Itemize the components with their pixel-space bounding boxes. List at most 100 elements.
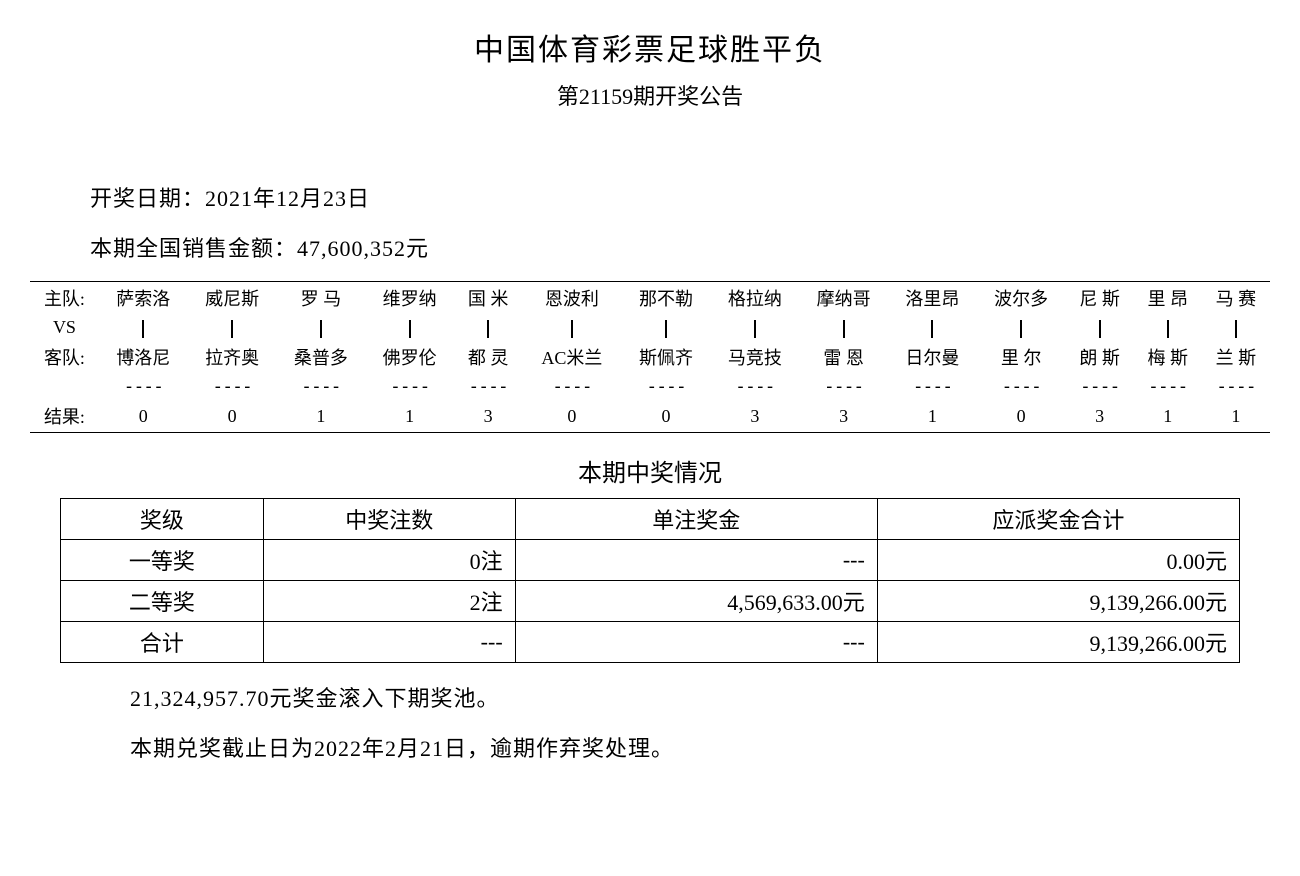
match-row: VS — [30, 314, 1270, 341]
match-cell: 波尔多 — [977, 282, 1066, 315]
match-cell: ---- — [99, 373, 188, 400]
match-cell — [888, 314, 977, 341]
match-cell: 1 — [1134, 400, 1202, 433]
match-cell — [99, 314, 188, 341]
match-cell: 恩波利 — [522, 282, 622, 315]
prize-total: 0.00元 — [877, 540, 1239, 581]
match-cell: 国 米 — [454, 282, 522, 315]
col-total: 应派奖金合计 — [877, 499, 1239, 540]
match-row: 结果:00113003310311 — [30, 400, 1270, 433]
match-cell — [522, 314, 622, 341]
prize-row: 合计------9,139,266.00元 — [61, 622, 1240, 663]
prize-section-title: 本期中奖情况 — [30, 453, 1270, 488]
match-cell: AC米兰 — [522, 341, 622, 373]
match-cell: ---- — [1066, 373, 1134, 400]
match-cell: 3 — [799, 400, 888, 433]
match-cell: 罗 马 — [276, 282, 365, 315]
match-table: 主队:萨索洛威尼斯罗 马维罗纳国 米恩波利那不勒格拉纳摩纳哥洛里昂波尔多尼 斯里… — [30, 281, 1270, 433]
document-subtitle: 第21159期开奖公告 — [30, 79, 1270, 111]
match-cell: 那不勒 — [622, 282, 711, 315]
col-count: 中奖注数 — [263, 499, 515, 540]
match-cell: ---- — [365, 373, 454, 400]
match-row: 客队:博洛尼拉齐奥桑普多佛罗伦都 灵AC米兰斯佩齐马竞技雷 恩日尔曼里 尔朗 斯… — [30, 341, 1270, 373]
match-cell: 都 灵 — [454, 341, 522, 373]
match-cell: 里 尔 — [977, 341, 1066, 373]
match-cell: ---- — [710, 373, 799, 400]
vs-bar-icon — [754, 320, 756, 338]
match-cell — [365, 314, 454, 341]
prize-unit: 4,569,633.00元 — [515, 581, 877, 622]
match-cell: ---- — [977, 373, 1066, 400]
match-cell: 3 — [1066, 400, 1134, 433]
prize-level: 一等奖 — [61, 540, 264, 581]
deadline-note: 本期兑奖截止日为2022年2月21日，逾期作弃奖处理。 — [130, 731, 1270, 763]
match-cell: 1 — [276, 400, 365, 433]
match-cell: 马 赛 — [1202, 282, 1270, 315]
vs-bar-icon — [487, 320, 489, 338]
match-row-label: 客队: — [30, 341, 99, 373]
vs-bar-icon — [571, 320, 573, 338]
prize-total: 9,139,266.00元 — [877, 622, 1239, 663]
vs-bar-icon — [231, 320, 233, 338]
prize-count: 2注 — [263, 581, 515, 622]
match-row-label: VS — [30, 314, 99, 341]
match-cell: ---- — [1202, 373, 1270, 400]
prize-row: 二等奖2注4,569,633.00元9,139,266.00元 — [61, 581, 1240, 622]
prize-total: 9,139,266.00元 — [877, 581, 1239, 622]
match-cell: 拉齐奥 — [188, 341, 277, 373]
vs-bar-icon — [409, 320, 411, 338]
prize-count: 0注 — [263, 540, 515, 581]
match-row: 主队:萨索洛威尼斯罗 马维罗纳国 米恩波利那不勒格拉纳摩纳哥洛里昂波尔多尼 斯里… — [30, 282, 1270, 315]
match-row-label: 结果: — [30, 400, 99, 433]
match-cell: 1 — [888, 400, 977, 433]
vs-bar-icon — [1099, 320, 1101, 338]
prize-table: 奖级 中奖注数 单注奖金 应派奖金合计 一等奖0注---0.00元二等奖2注4,… — [60, 498, 1240, 663]
match-cell: 摩纳哥 — [799, 282, 888, 315]
match-cell — [454, 314, 522, 341]
rollover-note: 21,324,957.70元奖金滚入下期奖池。 — [130, 681, 1270, 713]
match-cell: 日尔曼 — [888, 341, 977, 373]
match-cell — [1066, 314, 1134, 341]
match-cell: 博洛尼 — [99, 341, 188, 373]
match-cell: 威尼斯 — [188, 282, 277, 315]
match-cell — [1134, 314, 1202, 341]
match-cell: 0 — [977, 400, 1066, 433]
col-unit: 单注奖金 — [515, 499, 877, 540]
prize-level: 合计 — [61, 622, 264, 663]
match-cell: 梅 斯 — [1134, 341, 1202, 373]
match-cell: 雷 恩 — [799, 341, 888, 373]
vs-bar-icon — [1020, 320, 1022, 338]
match-cell: 维罗纳 — [365, 282, 454, 315]
match-cell: 斯佩齐 — [622, 341, 711, 373]
match-cell — [622, 314, 711, 341]
match-cell: 里 昂 — [1134, 282, 1202, 315]
draw-date-line: 开奖日期：2021年12月23日 — [90, 181, 1270, 213]
sales-line: 本期全国销售金额：47,600,352元 — [90, 231, 1270, 263]
sales-label: 本期全国销售金额： — [90, 236, 297, 261]
match-cell: 1 — [365, 400, 454, 433]
match-row-label: 主队: — [30, 282, 99, 315]
match-cell: 3 — [710, 400, 799, 433]
match-cell — [799, 314, 888, 341]
match-cell: 3 — [454, 400, 522, 433]
match-cell — [977, 314, 1066, 341]
match-cell: 马竞技 — [710, 341, 799, 373]
match-cell: 1 — [1202, 400, 1270, 433]
match-cell: ---- — [188, 373, 277, 400]
match-cell: 0 — [99, 400, 188, 433]
draw-date-value: 2021年12月23日 — [205, 186, 370, 211]
match-cell: 0 — [188, 400, 277, 433]
col-level: 奖级 — [61, 499, 264, 540]
match-row-label — [30, 373, 99, 400]
match-cell: 兰 斯 — [1202, 341, 1270, 373]
match-cell — [276, 314, 365, 341]
match-cell: 朗 斯 — [1066, 341, 1134, 373]
match-cell: ---- — [276, 373, 365, 400]
match-cell: ---- — [622, 373, 711, 400]
prize-unit: --- — [515, 622, 877, 663]
prize-level: 二等奖 — [61, 581, 264, 622]
vs-bar-icon — [142, 320, 144, 338]
match-cell: 尼 斯 — [1066, 282, 1134, 315]
match-cell: 0 — [622, 400, 711, 433]
prize-unit: --- — [515, 540, 877, 581]
